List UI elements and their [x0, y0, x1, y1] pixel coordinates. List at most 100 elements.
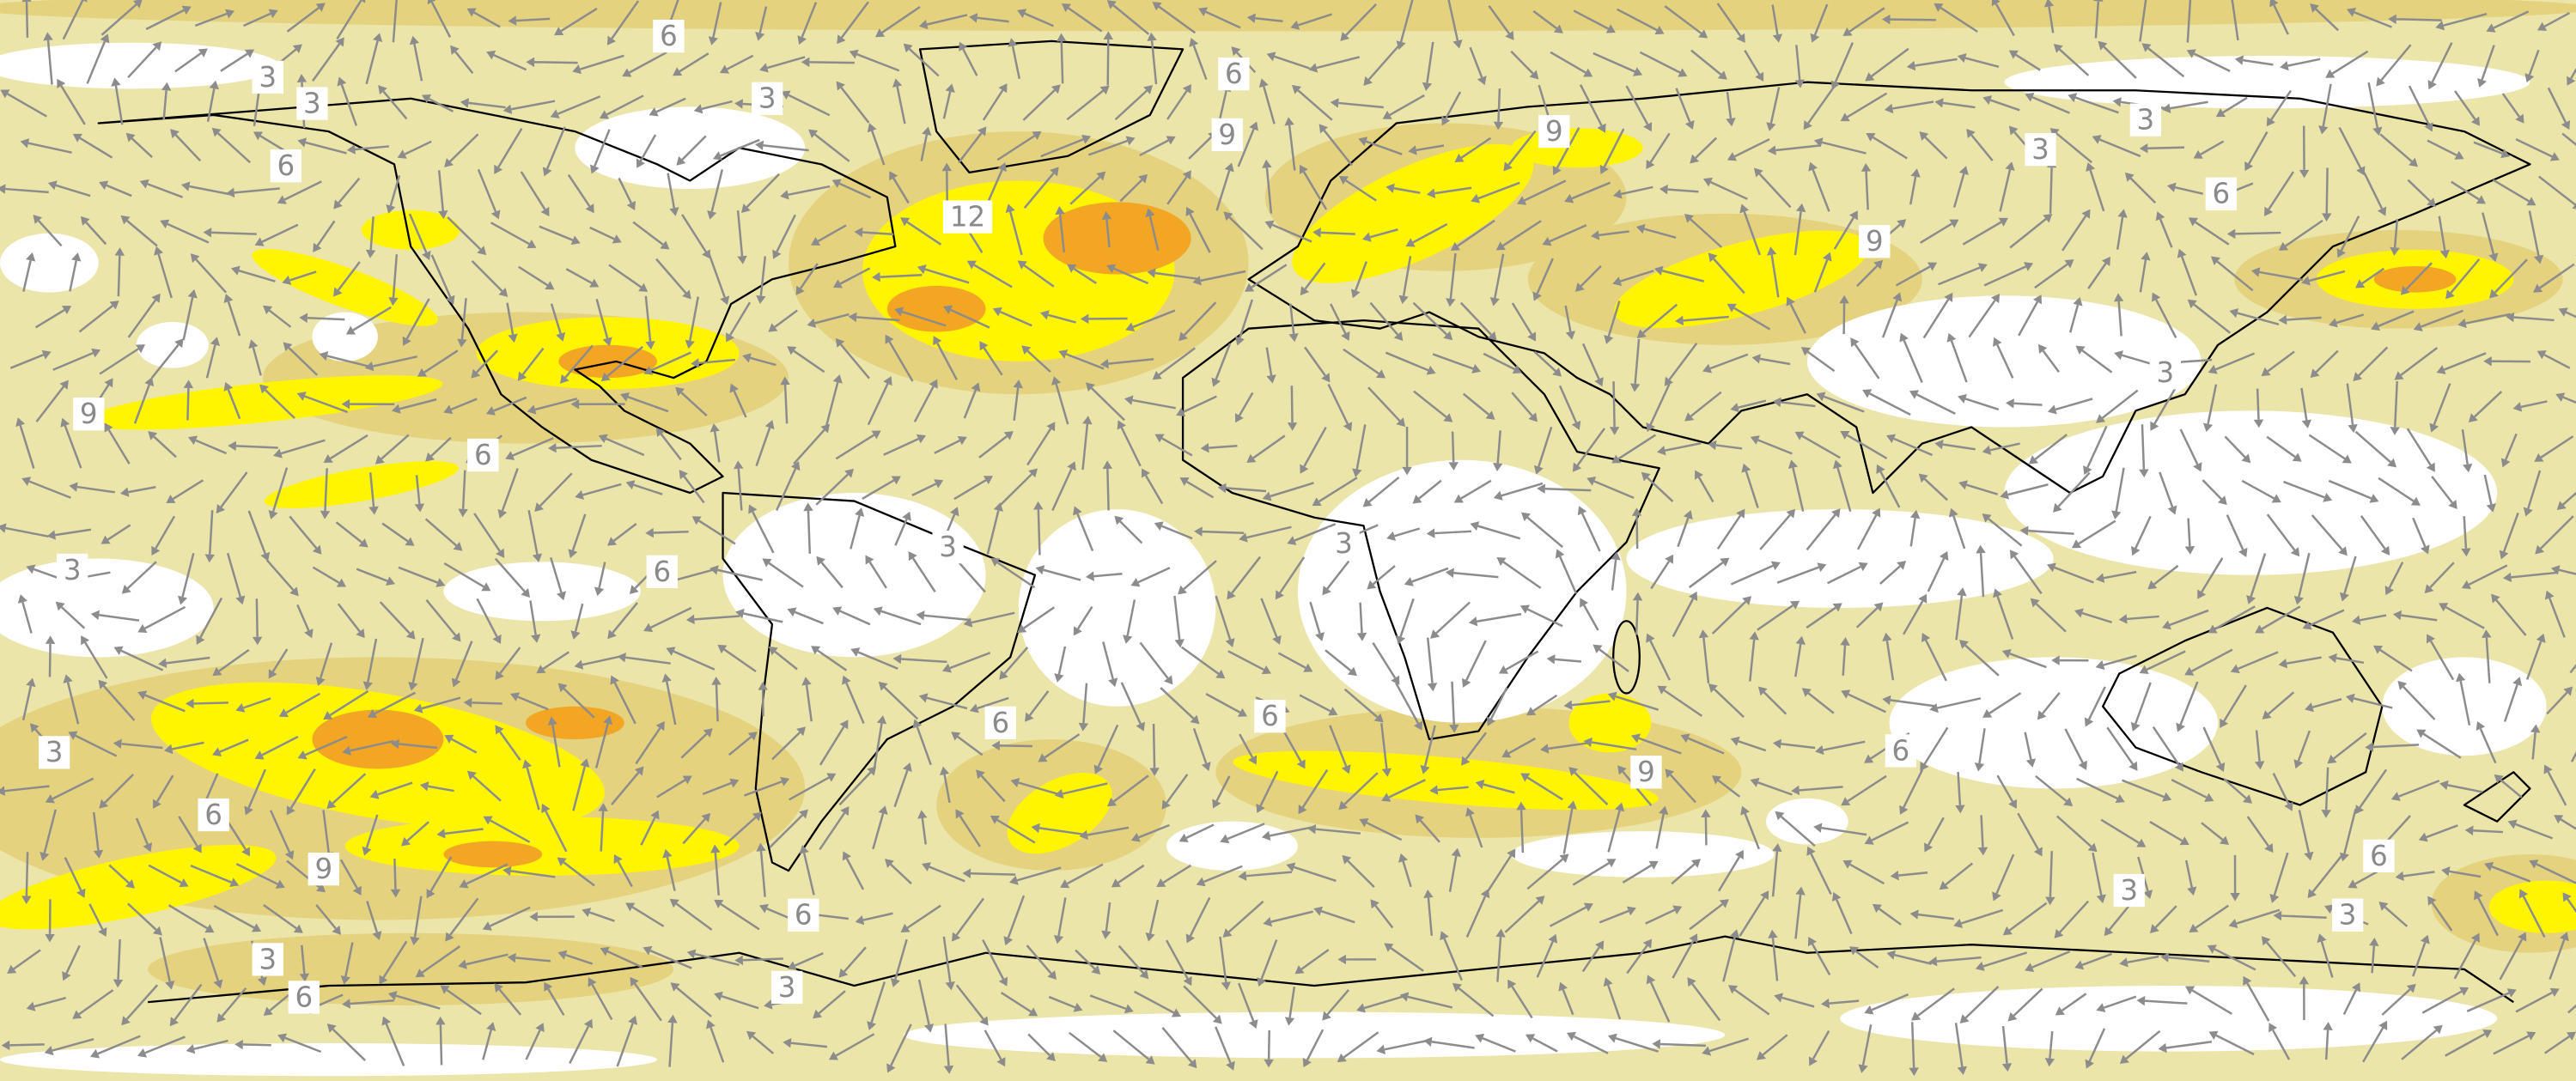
wind-arrow	[618, 177, 636, 211]
arrow-shaft	[1757, 781, 1793, 796]
arrow-head	[2084, 717, 2094, 727]
wind-arrow	[787, 952, 824, 970]
arrow-shaft	[107, 428, 131, 465]
arrow-shaft	[845, 858, 865, 890]
arrow-head	[1099, 358, 1109, 369]
arrow-head	[933, 336, 942, 346]
arrow-shaft	[1345, 179, 1377, 202]
wind-arrow	[1728, 985, 1770, 1016]
wind-arrow	[955, 809, 982, 847]
arrow-head	[1958, 393, 1967, 404]
wind-arrow	[835, 430, 881, 460]
wind-arrow	[951, 897, 985, 942]
wind-arrow	[878, 681, 919, 720]
arrow-shaft	[1642, 303, 1678, 334]
wind-arrow	[2207, 944, 2256, 971]
arrow-head	[2087, 842, 2098, 853]
wind-arrow	[2001, 1026, 2013, 1072]
wind-arrow	[1832, 459, 1852, 513]
wind-arrow	[299, 944, 310, 982]
arrow-shaft	[2546, 691, 2568, 715]
arrow-head	[1831, 508, 1841, 519]
arrow-shaft	[632, 221, 664, 246]
arrow-shaft	[545, 810, 568, 853]
wind-arrow	[1404, 567, 1449, 586]
arrow-head	[2293, 595, 2304, 605]
wind-arrow	[1258, 78, 1276, 124]
arrow-head	[1897, 561, 1907, 570]
wind-arrow	[40, 809, 57, 861]
wind-arrow	[2438, 216, 2450, 259]
wind-arrow	[336, 0, 366, 39]
arrow-shaft	[2200, 140, 2225, 155]
arrow-shaft	[627, 396, 669, 413]
arrow-shaft	[449, 897, 479, 936]
label-box	[932, 531, 964, 564]
wind-arrow	[996, 131, 1042, 161]
arrow-head	[764, 420, 775, 430]
arrow-shaft	[565, 954, 594, 965]
arrow-head	[1998, 217, 2008, 227]
arrow-head	[1657, 446, 1666, 456]
arrow-head	[1, 1040, 10, 1051]
wind-arrow	[2367, 82, 2383, 137]
arrow-shaft	[1023, 606, 1056, 629]
arrow-shaft	[382, 90, 408, 120]
wind-arrow	[2392, 610, 2438, 622]
wind-arrow	[873, 606, 922, 626]
wind-arrow	[2429, 383, 2451, 433]
arrow-head	[1141, 468, 1150, 478]
wind-arrow	[963, 611, 1015, 628]
arrow-head	[1152, 2, 1162, 11]
arrow-head	[1646, 159, 1655, 170]
wind-arrow	[1996, 774, 2018, 809]
wind-arrow	[1842, 7, 1885, 36]
wind-arrow	[2395, 871, 2435, 882]
arrow-head	[832, 279, 843, 288]
arrow-head	[1498, 665, 1509, 674]
arrow-head	[2355, 279, 2366, 288]
arrow-shaft	[263, 904, 297, 930]
arrow-head	[797, 35, 807, 46]
wind-arrow	[900, 904, 941, 932]
arrow-shaft	[319, 642, 333, 679]
arrow-head	[2559, 932, 2569, 942]
wind-arrow	[588, 977, 613, 1021]
arrow-shaft	[1581, 946, 1600, 973]
wind-arrow	[1955, 771, 1965, 814]
wind-arrow	[1730, 399, 1767, 413]
arrow-head	[1200, 442, 1209, 453]
arrow-head	[2420, 934, 2430, 944]
arrow-head	[143, 842, 153, 853]
arrow-shaft	[1759, 514, 1791, 550]
arrow-shaft	[872, 813, 885, 850]
arrow-head	[2476, 195, 2486, 204]
arrow-head	[2193, 462, 2202, 472]
wind-arrow	[0, 785, 50, 796]
arrow-head	[1757, 686, 1768, 696]
arrow-shaft	[1065, 353, 1105, 370]
arrow-shaft	[579, 54, 624, 70]
wind-arrow	[1300, 262, 1326, 296]
arrow-head	[2067, 93, 2078, 103]
wind-arrow	[599, 94, 644, 119]
arrow-shaft	[807, 510, 812, 554]
arrow-head	[707, 210, 717, 220]
arrow-head	[435, 578, 446, 587]
arrow-shaft	[324, 468, 328, 512]
wind-arrow	[471, 349, 498, 379]
wind-arrow	[883, 434, 926, 456]
arrow-head	[826, 773, 837, 782]
arrow-head	[1226, 1060, 1235, 1071]
arrow-shaft	[2363, 172, 2384, 210]
arrow-shaft	[460, 298, 467, 340]
arrow-head	[2424, 122, 2433, 132]
wind-arrow	[2474, 890, 2500, 937]
arrow-head	[1959, 1014, 1970, 1024]
wind-arrow	[2045, 851, 2055, 906]
wind-arrow	[740, 173, 780, 213]
arrow-head	[481, 582, 491, 592]
arrow-shaft	[1189, 213, 1211, 253]
arrow-shaft	[2335, 657, 2365, 665]
wind-arrow	[2053, 44, 2090, 76]
